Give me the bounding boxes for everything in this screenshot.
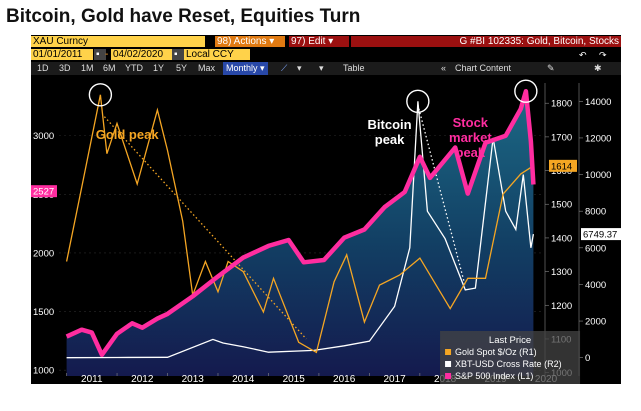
right-axis-2-tick-label: 6000: [585, 243, 606, 254]
right-axis-2-tick-label: 10000: [585, 170, 611, 181]
spx-last-value-background: [31, 185, 57, 198]
left-axis-tick-label: 3000: [33, 131, 54, 142]
x-axis-tick-label: 2017: [384, 374, 407, 384]
gold-peak-marker: [88, 83, 113, 107]
gold-line: [65, 94, 534, 354]
legend-swatch: [445, 373, 452, 379]
right-axis-1-tick-label: 1500: [551, 200, 572, 211]
period-1y[interactable]: 1Y: [153, 63, 165, 73]
bitcoin-peak-marker: [406, 89, 430, 114]
stock-peak-annotation: peak: [456, 145, 486, 160]
gold-last-value: 1614: [551, 161, 572, 172]
right-axis-1-tick-label: 1200: [551, 301, 572, 312]
period-max[interactable]: Max: [198, 63, 216, 73]
collapse-icon[interactable]: «: [441, 63, 447, 73]
right-axis-1-tick-label: 1800: [551, 99, 572, 110]
line-chart-icon[interactable]: ⟋: [281, 63, 288, 73]
right-axis-2-tick-label: 0: [585, 353, 590, 364]
terminal-toolbar: XAU Curncy 98) Actions ▾ 97) Edit ▾ G #B…: [31, 35, 621, 48]
edit-icon[interactable]: ✎: [547, 63, 555, 73]
more-options-icon[interactable]: ▾: [319, 63, 324, 73]
actions-menu[interactable]: 98) Actions ▾: [215, 36, 285, 47]
start-date-input[interactable]: 01/01/2011: [31, 49, 93, 60]
right-axis-2-tick-label: 14000: [585, 97, 611, 108]
page-title: Bitcoin, Gold have Reset, Equities Turn: [6, 6, 361, 27]
right-axis-2-tick-label: 8000: [585, 207, 606, 218]
right-axis-1-tick-label: 1400: [551, 233, 572, 244]
legend-item: S&P 500 Index (L1): [455, 371, 533, 381]
bitcoin-peak-annotation: Bitcoin: [368, 117, 412, 132]
btc-last-value: 6749.37: [583, 230, 617, 241]
left-axis-tick-label: 1500: [33, 307, 54, 318]
period-6m[interactable]: 6M: [103, 63, 116, 73]
period-3d[interactable]: 3D: [59, 63, 71, 73]
edit-menu[interactable]: 97) Edit ▾: [289, 36, 349, 47]
legend-swatch: [445, 349, 452, 355]
right-axis-1-tick-label: 1300: [551, 267, 572, 278]
period-ytd[interactable]: YTD: [125, 63, 143, 73]
legend-box: [440, 331, 581, 384]
chart-name: G #BI 102335: Gold, Bitcoin, Stocks: [351, 36, 621, 47]
period-1m[interactable]: 1M: [81, 63, 94, 73]
gold-peak-annotation: Gold peak: [96, 127, 160, 142]
stock-peak-annotation: market: [449, 130, 492, 145]
period-5y[interactable]: 5Y: [176, 63, 188, 73]
bloomberg-terminal: XAU Curncy 98) Actions ▾ 97) Edit ▾ G #B…: [31, 35, 621, 384]
btc-last-value-background: [581, 228, 621, 241]
spx-line: [65, 88, 536, 358]
bitcoin-trend-line: [417, 104, 466, 287]
calendar-icon[interactable]: ▪: [94, 49, 106, 60]
period-bar: 1D 3D 1M 6M YTD 1Y 5Y Max Monthly ▾ ⟋ ▾ …: [31, 62, 621, 75]
chart-content-button[interactable]: Chart Content: [455, 63, 512, 73]
legend-item: XBT-USD Cross Rate (R2): [455, 359, 562, 369]
right-axis-1-tick-label: 1700: [551, 132, 572, 143]
left-axis-tick-label: 2000: [33, 248, 54, 259]
redo-icon[interactable]: ↷: [599, 50, 607, 60]
ticker-field[interactable]: XAU Curncy: [31, 36, 205, 47]
calendar-icon[interactable]: ▪: [172, 49, 184, 60]
x-axis-tick-label: 2014: [232, 374, 255, 384]
legend-item: Gold Spot $/Oz (R1): [455, 347, 537, 357]
legend-swatch: [445, 361, 452, 367]
gear-icon[interactable]: ✱: [594, 63, 602, 73]
frequency-select[interactable]: Monthly ▾: [223, 62, 268, 75]
chevron-down-icon[interactable]: ▾: [297, 63, 302, 73]
left-axis-tick-label: 1000: [33, 366, 54, 377]
legend-header: Last Price: [489, 335, 531, 346]
x-axis-tick-label: 2013: [182, 374, 205, 384]
x-axis-tick-label: 2016: [333, 374, 356, 384]
stock-peak-marker: [514, 79, 538, 103]
x-axis-tick-label: 2012: [131, 374, 154, 384]
end-date-input[interactable]: 04/02/2020: [111, 49, 173, 60]
currency-select[interactable]: Local CCY: [184, 49, 250, 60]
date-range-bar: 01/01/2011 ▪ - 04/02/2020 ▪ Local CCY: [31, 48, 621, 61]
x-axis-tick-label: 2015: [283, 374, 306, 384]
x-axis-tick-label: 2011: [81, 374, 103, 384]
table-button[interactable]: Table: [343, 63, 365, 73]
undo-icon[interactable]: ↶: [579, 50, 587, 60]
spx-last-value: 2527: [33, 187, 54, 198]
chart-area: 10001500200025003000 1000110012001300140…: [31, 79, 621, 384]
right-axis-2-tick-label: 12000: [585, 133, 611, 144]
period-1d[interactable]: 1D: [37, 63, 49, 73]
bitcoin-line: [66, 101, 535, 359]
right-axis-2-tick-label: 4000: [585, 280, 606, 291]
stock-peak-annotation: Stock: [453, 115, 489, 130]
bitcoin-peak-annotation: peak: [375, 132, 405, 147]
gold-last-value-background: [549, 159, 577, 172]
right-axis-2-tick-label: 2000: [585, 317, 606, 328]
